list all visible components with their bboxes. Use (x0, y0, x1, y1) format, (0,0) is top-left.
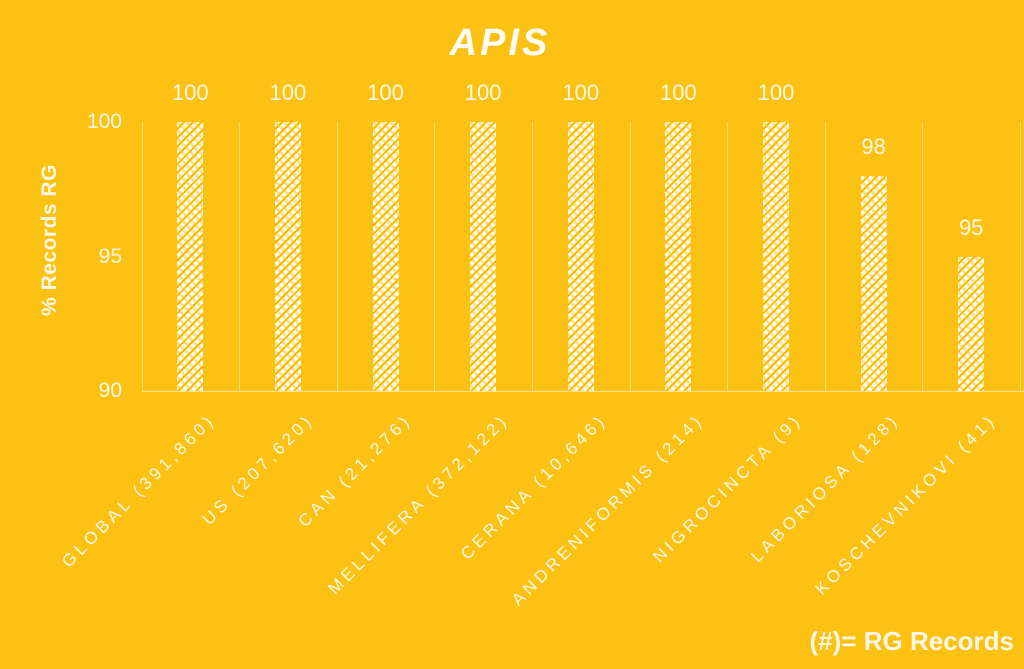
bar-data-label: 100 (269, 80, 307, 105)
category-separator-line (629, 122, 631, 391)
bar-data-label: 100 (367, 80, 404, 105)
bar-data-label: 98 (861, 133, 886, 159)
bar-us (274, 122, 301, 391)
bar-laboriosa (860, 175, 887, 391)
category-separator-line (727, 122, 729, 391)
y-tick-label: 95 (98, 244, 122, 268)
footnote: (#)= RG Records (809, 626, 1014, 656)
category-separator-line (434, 122, 436, 391)
category-separator-line (239, 122, 241, 391)
bar-nigrocincta (762, 122, 789, 391)
x-category-label: GLOBAL (391,860) (58, 410, 220, 572)
chart-title: APIS (449, 22, 551, 64)
y-axis-title: % Records RG (38, 164, 61, 316)
bar-data-label: 95 (958, 214, 984, 240)
y-tick-label: 100 (86, 110, 122, 133)
bar-data-label: 100 (562, 80, 600, 105)
bar-mellifera (470, 122, 497, 391)
bar-data-label: 100 (757, 80, 795, 105)
bar-data-label: 100 (660, 80, 697, 105)
x-axis-line (141, 391, 1024, 392)
bar-cerana (567, 122, 594, 391)
x-category-label: KOSCHEVNIKOVI (41) (812, 410, 1001, 599)
y-tick-label: 90 (98, 379, 122, 402)
x-category-label: MELLIFERA (372,122) (324, 410, 513, 599)
category-separator-line (1020, 122, 1021, 391)
bar-data-label: 100 (464, 80, 502, 105)
bar-koschevnikovi (958, 256, 985, 391)
category-separator-line (824, 122, 826, 391)
bar-data-label: 100 (171, 80, 209, 105)
category-separator-line (922, 122, 924, 391)
bar-global (177, 122, 204, 391)
x-category-label: ANDRENIFORMIS (214) (508, 410, 708, 610)
category-separator-line (141, 122, 143, 391)
bar-andreniformis (665, 122, 692, 391)
category-separator-line (531, 122, 533, 391)
category-separator-line (336, 122, 338, 391)
bar-can (372, 122, 399, 391)
